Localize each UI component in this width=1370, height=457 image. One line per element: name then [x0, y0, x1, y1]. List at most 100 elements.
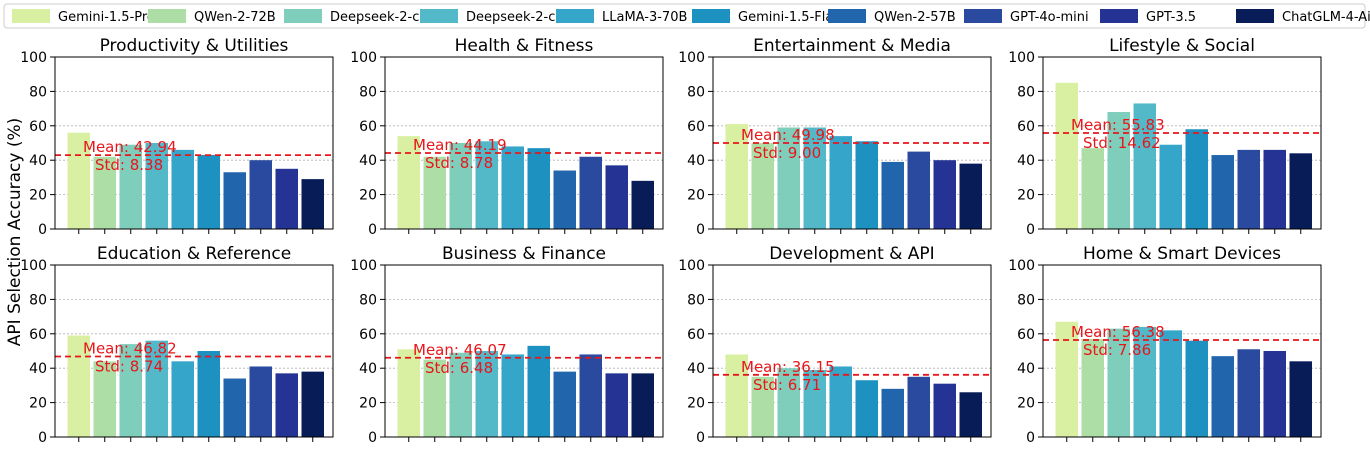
- y-tick-label: 20: [1017, 396, 1035, 412]
- panel: Health & Fitness 0 20 40 60 80 100 Mean: 44.19S…: [350, 36, 664, 238]
- bar: [1159, 330, 1182, 437]
- bar: [1081, 148, 1104, 229]
- bar: [553, 170, 576, 229]
- y-tick-label: 40: [687, 153, 705, 169]
- legend-label: QWen-2-72B: [194, 10, 276, 25]
- y-tick-label: 100: [350, 50, 377, 66]
- bar: [579, 354, 602, 437]
- legend-frame: [3, 3, 1366, 29]
- bar: [301, 371, 324, 437]
- std-annotation: Std: 8.38: [95, 156, 163, 174]
- y-axis-label: API Selection Accuracy (%): [5, 118, 25, 346]
- bar: [777, 127, 800, 229]
- legend-swatch: [420, 9, 458, 23]
- legend-swatch: [556, 9, 594, 23]
- bar: [1185, 340, 1208, 437]
- panel: Education & Reference 0 20 40 60 80 100 Mean: 4…: [20, 244, 334, 446]
- y-tick-label: 60: [29, 119, 47, 135]
- std-annotation: Std: 7.86: [1083, 341, 1151, 359]
- axes-frame: [1042, 264, 1322, 438]
- std-annotation: Std: 8.74: [95, 357, 163, 375]
- bar: [1263, 149, 1286, 229]
- bar: [959, 392, 982, 437]
- legend-label: QWen-2-57B: [874, 10, 956, 25]
- bar: [933, 160, 956, 229]
- std-annotation: Std: 9.00: [753, 144, 821, 162]
- bar: [777, 368, 800, 437]
- axes-frame: [384, 56, 664, 230]
- bar: [933, 383, 956, 437]
- panel: Business & Finance 0 20 40 60 80 100 Mean: 46.0…: [350, 244, 664, 446]
- bar: [1055, 82, 1078, 229]
- bar: [579, 156, 602, 229]
- legend-label: LLaMA-3-70B: [602, 10, 687, 25]
- y-tick-label: 60: [29, 327, 47, 343]
- panel: Home & Smart Devices 0 20 40 60 80 100 Mean: 56…: [1008, 244, 1322, 446]
- y-tick-label: 60: [359, 327, 377, 343]
- mean-annotation: Mean: 46.07: [413, 341, 507, 359]
- panel: Entertainment & Media 0 20 40 60 80 100 Mean: 4…: [678, 36, 992, 238]
- bar: [605, 165, 628, 229]
- legend-label: Deepseek-2-coder: [466, 10, 586, 25]
- y-tick-label: 100: [20, 50, 47, 66]
- bar: [119, 144, 142, 229]
- mean-annotation: Mean: 42.94: [83, 138, 177, 156]
- bar: [855, 141, 878, 229]
- y-tick-label: 0: [38, 430, 47, 446]
- bar: [275, 373, 298, 437]
- y-tick-label: 80: [29, 84, 47, 100]
- bar: [93, 156, 116, 229]
- legend-swatch: [148, 9, 186, 23]
- bar: [855, 380, 878, 437]
- std-annotation: Std: 8.78: [425, 154, 493, 172]
- y-tick-label: 0: [368, 430, 377, 446]
- y-tick-label: 100: [1008, 50, 1035, 66]
- bar: [1263, 351, 1286, 437]
- bar: [527, 345, 550, 437]
- legend-label: GPT-4o-mini: [1010, 10, 1089, 25]
- bar: [249, 366, 272, 437]
- bar: [275, 168, 298, 229]
- panel-title: Home & Smart Devices: [1083, 244, 1281, 264]
- bar: [197, 351, 220, 437]
- y-tick-label: 40: [359, 153, 377, 169]
- y-tick-label: 60: [1017, 119, 1035, 135]
- panel-title: Lifestyle & Social: [1109, 36, 1255, 56]
- panel-title: Development & API: [769, 244, 934, 264]
- legend-label: ChatGLM-4-Air: [1282, 10, 1370, 25]
- y-tick-label: 20: [29, 396, 47, 412]
- bar: [829, 136, 852, 229]
- bar: [449, 352, 472, 437]
- bar: [223, 378, 246, 437]
- y-tick-label: 60: [687, 119, 705, 135]
- bar: [67, 335, 90, 437]
- legend-swatch: [1100, 9, 1138, 23]
- y-tick-label: 40: [29, 361, 47, 377]
- y-tick-label: 0: [1026, 430, 1035, 446]
- y-tick-label: 0: [1026, 222, 1035, 238]
- bar: [223, 172, 246, 229]
- y-tick-label: 20: [359, 188, 377, 204]
- y-tick-label: 0: [696, 430, 705, 446]
- bar: [527, 148, 550, 229]
- bar: [93, 361, 116, 437]
- bar: [1159, 144, 1182, 229]
- bar: [1055, 321, 1078, 437]
- bar: [829, 366, 852, 437]
- bar: [881, 161, 904, 229]
- y-tick-label: 20: [359, 396, 377, 412]
- bar: [501, 354, 524, 437]
- bar: [1185, 129, 1208, 229]
- y-tick-label: 100: [350, 258, 377, 274]
- bar: [397, 136, 420, 229]
- y-tick-label: 40: [359, 361, 377, 377]
- bar: [145, 340, 168, 437]
- y-tick-label: 0: [368, 222, 377, 238]
- legend-swatch: [828, 9, 866, 23]
- bar: [881, 388, 904, 437]
- bar: [475, 141, 498, 229]
- y-tick-label: 40: [29, 153, 47, 169]
- legend-label: Gemini-1.5-Pro: [58, 10, 155, 25]
- y-tick-label: 40: [687, 361, 705, 377]
- y-tick-label: 100: [20, 258, 47, 274]
